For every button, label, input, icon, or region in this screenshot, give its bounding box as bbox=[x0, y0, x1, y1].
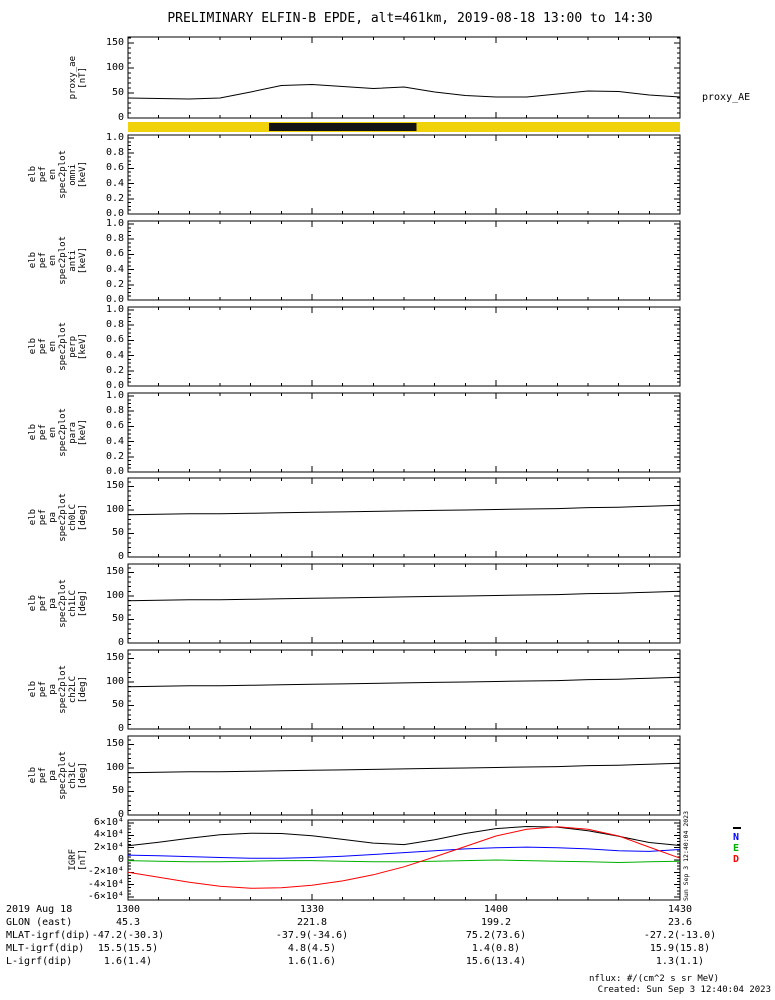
nflux-units-note: nflux: #/(cm^2 s sr MeV) bbox=[588, 974, 719, 984]
panel-omni-xticks bbox=[127, 135, 681, 214]
series-igrf-E-line bbox=[127, 859, 681, 863]
plot-title: PRELIMINARY ELFIN-B EPDE, alt=461km, 201… bbox=[167, 11, 653, 26]
panel-ch2-frame bbox=[127, 649, 681, 730]
quality-bar-segment bbox=[269, 123, 417, 131]
series-igrf-D-line bbox=[127, 826, 681, 889]
panel-anti-xticks bbox=[127, 221, 681, 300]
panel-proxy-xticks bbox=[127, 37, 681, 118]
panel-para-yticks bbox=[128, 395, 680, 473]
panel-perp-frame bbox=[127, 306, 681, 387]
panel-para-xticks bbox=[127, 393, 681, 472]
panel-proxy-frame bbox=[127, 36, 681, 119]
series-ch2-ch2LC-line bbox=[127, 676, 681, 688]
panel-para-frame bbox=[127, 392, 681, 473]
panel-ch0-frame bbox=[127, 477, 681, 558]
panel-ch1-xticks bbox=[127, 564, 681, 643]
panel-ch2-yticks bbox=[128, 653, 680, 730]
panel-ch2-xticks bbox=[127, 650, 681, 729]
panel-ch1-yticks bbox=[128, 567, 680, 644]
series-ch1-ch1LC-line bbox=[127, 590, 681, 602]
panel-perp-xticks bbox=[127, 307, 681, 386]
panel-anti-yticks bbox=[128, 223, 680, 301]
series-ch0-ch0LC-line bbox=[127, 504, 681, 516]
panel-ch1-frame bbox=[127, 563, 681, 644]
series-igrf-B-line bbox=[127, 826, 681, 847]
panel-perp-yticks bbox=[128, 309, 680, 387]
created-timestamp: Created: Sun Sep 3 12:40:04 2023 bbox=[597, 985, 771, 995]
panel-ch3-frame bbox=[127, 735, 681, 816]
proxy-ae-right-label: proxy_AE bbox=[702, 92, 751, 103]
series-proxy-proxy_AE-line bbox=[127, 84, 681, 100]
panel-proxy-yticks bbox=[128, 37, 680, 119]
panel-anti-frame bbox=[127, 220, 681, 301]
panel-omni-yticks bbox=[128, 137, 680, 215]
panel-ch3-yticks bbox=[128, 739, 680, 816]
panel-ch0-yticks bbox=[128, 481, 680, 558]
panel-ch3-xticks bbox=[127, 736, 681, 815]
series-ch3-ch3LC-line bbox=[127, 762, 681, 774]
panel-ch0-xticks bbox=[127, 478, 681, 557]
footer-block: nflux: #/(cm^2 s sr MeV) Created: Sun Se… bbox=[589, 974, 771, 996]
panel-omni-frame bbox=[127, 134, 681, 215]
panel-igrf-xticks bbox=[127, 820, 681, 900]
side-creation-timestamp: Sun Sep 3 12:40:04 2023 bbox=[682, 810, 690, 901]
series-igrf-N-line bbox=[127, 846, 681, 859]
